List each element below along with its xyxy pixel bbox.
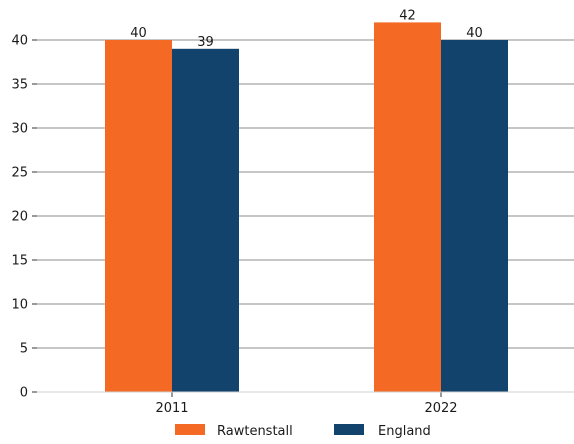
y-tick-label: 0	[20, 386, 28, 401]
y-tick-label: 35	[11, 78, 28, 93]
y-tick-label: 25	[11, 166, 28, 181]
legend-swatch-england	[334, 424, 364, 435]
legend: Rawtenstall England	[175, 424, 431, 439]
bars	[105, 22, 508, 393]
x-axis: 2011 2022	[37, 391, 574, 416]
y-axis: 0 5 10 15 20 25 30 35 40	[11, 34, 37, 401]
data-labels: 40 39 42 40	[130, 8, 483, 49]
data-label: 42	[399, 8, 416, 23]
data-label: 39	[197, 35, 214, 50]
data-label: 40	[466, 26, 483, 41]
bar-england-2011	[172, 48, 239, 393]
y-tick-label: 30	[11, 122, 28, 137]
x-tick-label: 2011	[155, 401, 188, 416]
y-tick-label: 40	[11, 34, 28, 49]
y-tick-label: 5	[20, 342, 28, 357]
data-label: 40	[130, 26, 147, 41]
legend-swatch-rawtenstall	[175, 424, 205, 435]
legend-label-rawtenstall: Rawtenstall	[217, 424, 293, 439]
bar-rawtenstall-2011	[105, 40, 172, 392]
bar-england-2022	[441, 40, 508, 392]
y-tick-label: 10	[11, 298, 28, 313]
bar-rawtenstall-2022	[374, 22, 441, 393]
legend-label-england: England	[378, 424, 431, 439]
y-tick-label: 20	[11, 210, 28, 225]
y-tick-label: 15	[11, 254, 28, 269]
x-tick-label: 2022	[424, 401, 457, 416]
